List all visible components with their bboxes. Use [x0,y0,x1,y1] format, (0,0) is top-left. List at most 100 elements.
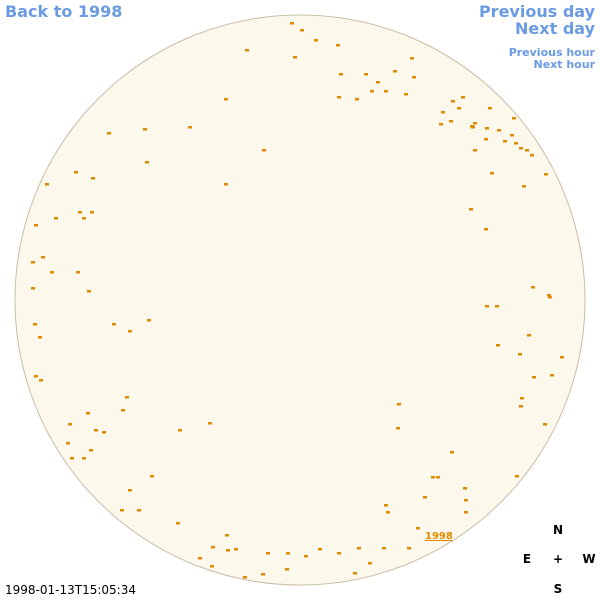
active-region [34,375,38,378]
active-region [560,356,564,359]
active-region [82,217,86,220]
active-regions [31,22,564,579]
active-region [198,557,202,560]
active-region [145,161,149,164]
active-region [484,138,488,141]
active-region [407,547,411,550]
previous-hour-link[interactable]: Previous hour [509,46,596,59]
active-region [384,90,388,93]
active-region [188,126,192,129]
active-region [102,431,106,434]
active-region [357,547,361,550]
active-region [431,476,435,479]
active-region [496,344,500,347]
active-region [337,552,341,555]
active-region [423,496,427,499]
active-region [512,117,516,120]
active-region [243,576,247,579]
active-region [210,565,214,568]
compass-south: S [554,582,563,596]
active-region [266,552,270,555]
next-hour-link[interactable]: Next hour [534,58,596,71]
active-region [54,217,58,220]
active-region [137,509,141,512]
active-region [225,534,229,537]
active-region [464,511,468,514]
active-region [488,107,492,110]
active-region [382,547,386,550]
active-region [416,527,420,530]
active-region [503,140,507,143]
active-region [45,183,49,186]
active-region [495,305,499,308]
active-region [300,29,304,32]
previous-day-link[interactable]: Previous day [479,2,596,21]
active-region [376,81,380,84]
active-region [515,475,519,478]
active-region [234,548,238,551]
compass-center: + [553,552,563,566]
active-region [90,211,94,214]
active-region [121,409,125,412]
active-region [208,422,212,425]
active-region [31,261,35,264]
active-region [318,548,322,551]
active-region [314,39,318,42]
next-day-link[interactable]: Next day [515,19,596,38]
active-region [364,73,368,76]
active-region [410,57,414,60]
active-region [353,572,357,575]
active-region [224,98,228,101]
active-region [485,127,489,130]
active-region [384,504,388,507]
active-region [178,429,182,432]
active-region [470,125,474,128]
active-region [532,376,536,379]
active-region [211,546,215,549]
active-region [147,319,151,322]
active-region [70,457,74,460]
active-region [66,442,70,445]
active-region [396,427,400,430]
active-region [285,568,289,571]
back-link[interactable]: Back to 1998 [5,2,122,21]
active-region [89,449,93,452]
active-region [485,305,489,308]
active-region [527,334,531,337]
active-region [33,323,37,326]
active-region [34,224,38,227]
solar-disk [14,14,586,586]
active-region [31,287,35,290]
active-region [449,120,453,123]
active-region [38,336,42,339]
active-region [439,123,443,126]
active-region [74,171,78,174]
active-region [337,96,341,99]
active-region [463,487,467,490]
active-region [128,330,132,333]
active-region [107,132,111,135]
active-region [490,172,494,175]
active-region [393,70,397,73]
active-region [226,549,230,552]
active-region [530,154,534,157]
active-region [336,44,340,47]
active-region [543,423,547,426]
active-region [262,149,266,152]
active-region [451,100,455,103]
compass-north: N [553,523,563,537]
active-region [461,96,465,99]
active-region [176,522,180,525]
disk-label[interactable]: 1998 [425,531,453,542]
active-region [412,76,416,79]
active-region [293,56,297,59]
active-region [510,134,514,137]
active-region [547,294,551,297]
active-region [544,173,548,176]
active-region [91,177,95,180]
active-region [339,73,343,76]
active-region [128,489,132,492]
active-region [464,499,468,502]
